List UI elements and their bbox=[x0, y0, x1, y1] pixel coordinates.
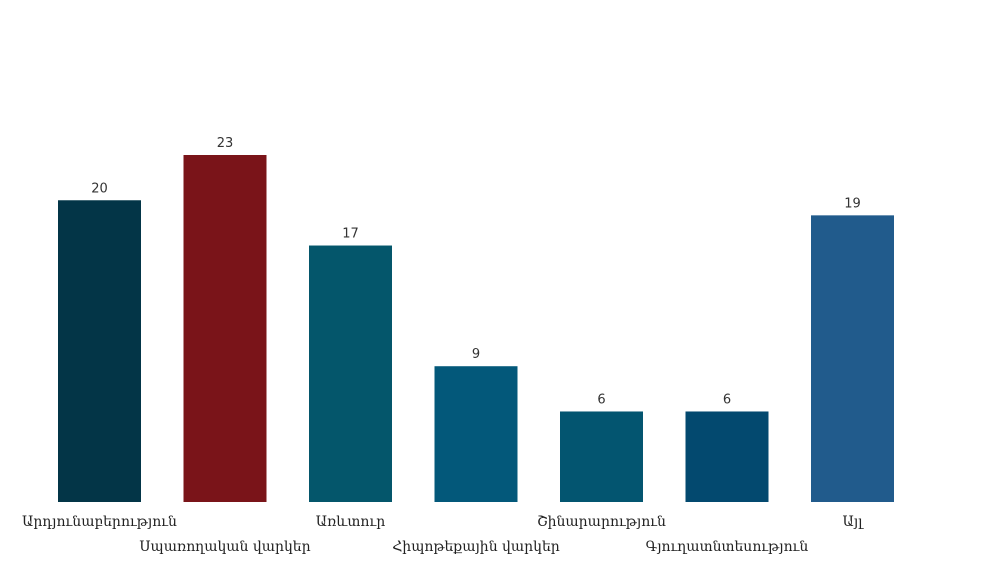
category-label-1: Արդյունաբերություն bbox=[22, 514, 177, 530]
value-label-2: 23 bbox=[217, 136, 234, 151]
value-label-4: 9 bbox=[472, 347, 480, 362]
value-label-5: 6 bbox=[597, 392, 605, 407]
bar-6 bbox=[685, 411, 769, 502]
value-label-6: 6 bbox=[723, 392, 731, 407]
category-label-3: Առևտուր bbox=[316, 514, 385, 530]
bar-7 bbox=[811, 215, 894, 502]
bar-2 bbox=[183, 155, 267, 502]
category-label-6: Գյուղատնտեսություն bbox=[646, 539, 809, 555]
bar-1 bbox=[58, 200, 141, 502]
value-label-3: 17 bbox=[342, 227, 359, 242]
bar-5 bbox=[560, 411, 643, 502]
category-label-7: Այլ bbox=[843, 514, 865, 530]
category-label-2: Սպառողական վարկեր bbox=[139, 539, 310, 555]
category-label-5: Շինարարություն bbox=[537, 514, 666, 530]
value-label-7: 19 bbox=[844, 196, 861, 211]
value-label-1: 20 bbox=[91, 181, 108, 196]
bar-3 bbox=[309, 245, 392, 503]
bar-4 bbox=[434, 366, 518, 502]
category-label-4: Հիպոթեքային վարկեր bbox=[392, 539, 560, 555]
